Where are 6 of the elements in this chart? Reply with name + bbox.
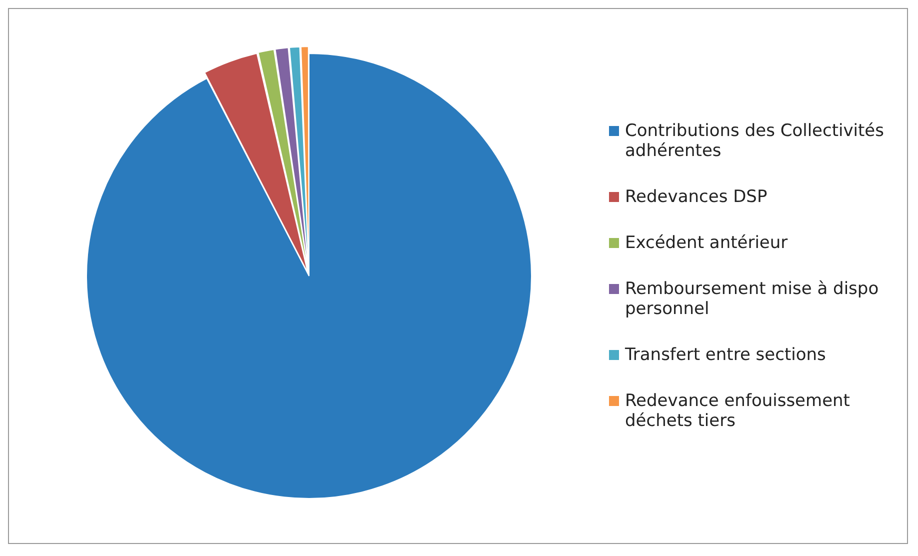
legend-label: Contributions des Collectivités adhérentes [625, 121, 886, 161]
legend-label: Redevance enfouissement déchets tiers [625, 391, 851, 431]
legend-label: Remboursement mise à dispo personnel [625, 279, 880, 319]
legend-label: Transfert entre sections [625, 345, 826, 365]
legend-label: Excédent antérieur [625, 233, 788, 253]
legend-label: Redevances DSP [625, 187, 768, 207]
